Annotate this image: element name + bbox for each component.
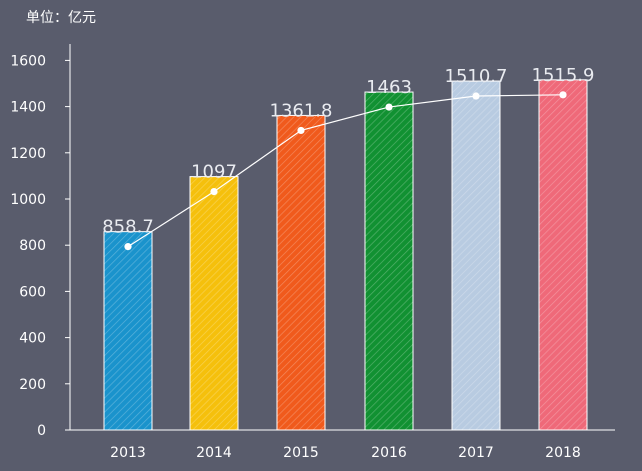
value-label: 1515.9 <box>532 65 595 86</box>
trend-overlay <box>124 91 567 251</box>
x-tick-label: 2014 <box>196 445 232 461</box>
y-tick-label: 600 <box>19 284 46 300</box>
y-tick-label: 0 <box>37 423 46 439</box>
value-label: 858.7 <box>102 217 154 238</box>
bar-hatch <box>539 79 587 431</box>
y-tick-label: 1200 <box>10 146 46 162</box>
x-tick-label: 2015 <box>283 445 319 461</box>
unit-label: 单位：亿元 <box>26 10 96 26</box>
value-label: 1361.8 <box>270 100 333 121</box>
bar-hatch <box>104 231 152 430</box>
y-tick-label: 1600 <box>10 53 46 69</box>
trend-point <box>385 103 393 111</box>
y-tick-label: 800 <box>19 238 46 254</box>
trend-point <box>124 243 132 251</box>
trend-point <box>472 92 480 100</box>
trend-point <box>210 187 218 196</box>
y-tick-label: 400 <box>19 331 46 347</box>
x-tick-label: 2017 <box>458 445 494 461</box>
x-axis: 2013 2014 2015 2016 2017 2018 <box>70 429 615 461</box>
x-tick-label: 2013 <box>110 445 146 461</box>
bars <box>103 79 588 431</box>
bar-hatch <box>190 176 238 430</box>
y-tick-label: 1000 <box>10 192 46 208</box>
bar-hatch <box>365 92 413 430</box>
value-labels: 858.7 1097 1361.8 1463 1510.7 1515.9 <box>102 65 594 238</box>
trend-line <box>127 94 564 248</box>
value-label: 1097 <box>191 162 237 183</box>
x-tick-label: 2018 <box>545 445 581 461</box>
y-tick-label: 1400 <box>10 100 46 116</box>
value-label: 1463 <box>366 77 412 98</box>
y-tick-label: 200 <box>19 377 46 393</box>
trend-point <box>559 91 567 99</box>
y-axis: 0 200 400 600 800 1000 1200 1400 1600 <box>10 44 71 439</box>
bar-hatch <box>277 115 325 431</box>
bar-hatch <box>452 81 500 431</box>
value-label: 1510.7 <box>445 66 508 87</box>
x-tick-label: 2016 <box>371 445 407 461</box>
trend-point <box>297 126 305 135</box>
